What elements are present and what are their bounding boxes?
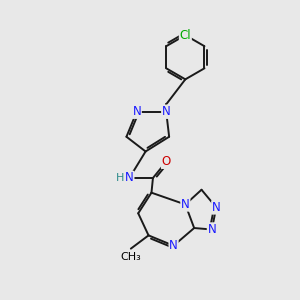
Text: CH₃: CH₃: [121, 252, 141, 262]
Text: N: N: [162, 105, 171, 118]
Text: N: N: [208, 223, 216, 236]
Text: Cl: Cl: [179, 29, 191, 42]
Text: N: N: [169, 239, 178, 252]
Text: O: O: [162, 155, 171, 168]
Text: N: N: [212, 201, 220, 214]
Text: N: N: [132, 105, 141, 118]
Text: H: H: [116, 173, 124, 183]
Text: N: N: [125, 172, 134, 184]
Text: N: N: [181, 198, 190, 211]
